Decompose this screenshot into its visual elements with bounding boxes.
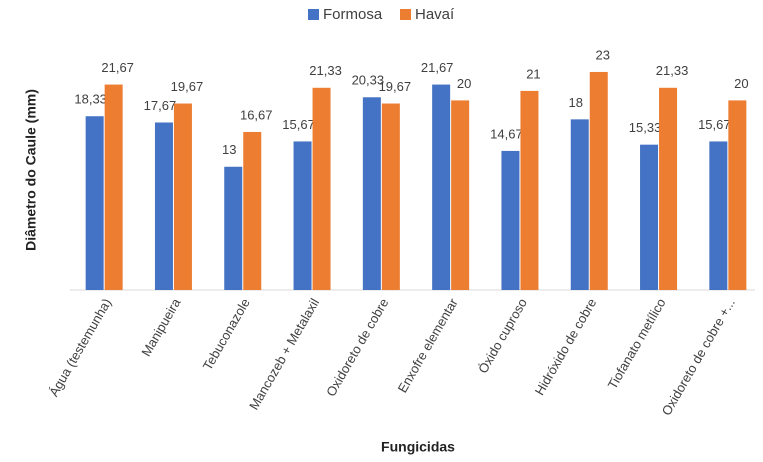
bar	[362, 97, 381, 290]
bar	[659, 87, 678, 291]
value-label: 18,33	[74, 92, 107, 107]
value-label: 21,67	[421, 60, 454, 75]
value-label: 16,67	[240, 107, 273, 122]
value-label: 21,67	[101, 60, 134, 75]
value-label: 21	[526, 66, 540, 81]
x-tick-label: Óxido cuproso	[475, 296, 530, 376]
bar	[432, 84, 451, 291]
bar	[501, 150, 520, 290]
bar	[451, 100, 470, 291]
x-axis-title: Fungicidas	[381, 439, 455, 455]
value-label: 15,33	[629, 120, 662, 135]
x-tick-label: Mancozeb + Metalaxil	[246, 296, 322, 413]
bar	[243, 131, 262, 290]
bar	[85, 116, 104, 290]
y-axis-title: Diâmetro do Caule (mm)	[23, 89, 39, 251]
x-tick-label: Hidróxido de cobre	[532, 296, 600, 398]
bar	[154, 122, 173, 290]
bar	[728, 100, 747, 291]
value-label: 17,67	[144, 98, 177, 113]
legend-label: Havaí	[415, 6, 455, 23]
value-label: 19,67	[171, 79, 204, 94]
value-label: 13	[222, 142, 236, 157]
bar	[293, 141, 312, 290]
x-tick-label: Tebuconazole	[200, 296, 253, 373]
bar	[381, 103, 400, 290]
bar	[173, 103, 192, 290]
value-label: 20	[457, 76, 471, 91]
bar	[570, 119, 589, 290]
value-label: 19,67	[379, 79, 412, 94]
value-label: 15,67	[282, 117, 315, 132]
bar	[104, 84, 123, 291]
x-tick-label: Tiofanato metílico	[605, 296, 669, 392]
bar	[520, 90, 539, 290]
bar	[312, 87, 331, 291]
bar	[709, 141, 728, 290]
bar	[640, 144, 659, 290]
bar	[589, 71, 608, 291]
x-tick-label: Oxidoreto de cobre +...	[659, 296, 738, 418]
bar	[224, 166, 243, 290]
value-label: 18	[569, 95, 583, 110]
legend-label: Formosa	[323, 6, 383, 23]
value-label: 21,33	[656, 63, 689, 78]
value-label: 20,33	[352, 73, 385, 88]
value-label: 14,67	[490, 126, 523, 141]
value-label: 20	[734, 76, 748, 91]
value-label: 15,67	[698, 117, 731, 132]
x-tick-label: Enxofre elementar	[395, 295, 461, 395]
x-tick-label: Oxidoreto de cobre	[323, 296, 391, 399]
x-tick-label: Água (testemunha)	[46, 296, 114, 399]
legend-swatch	[308, 9, 319, 20]
value-label: 21,33	[309, 63, 342, 78]
x-tick-label: Manipueira	[138, 295, 184, 359]
legend-swatch	[400, 9, 411, 20]
value-label: 23	[596, 47, 610, 62]
